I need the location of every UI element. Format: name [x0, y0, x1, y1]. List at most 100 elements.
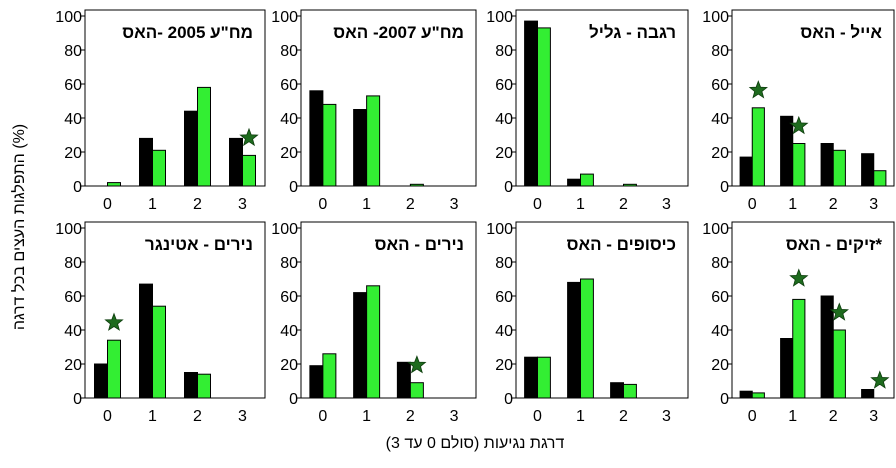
x-tick-label: 0 [103, 196, 112, 213]
y-tick-label: 40 [495, 111, 513, 128]
y-tick-label: 0 [504, 179, 513, 196]
y-tick-label: 60 [280, 289, 298, 306]
x-tick-label: 0 [103, 408, 112, 425]
bar [353, 109, 368, 187]
y-tick-label: 0 [720, 179, 729, 196]
bar [820, 143, 834, 187]
chart-panel: 0 20 40 60 80 100 0 1 2 3 אייל - האס [702, 9, 895, 213]
bar [792, 143, 806, 187]
significance-star [870, 370, 890, 389]
y-tick-label: 80 [280, 255, 298, 272]
y-tick-label: 40 [280, 111, 298, 128]
y-tick-label: 60 [495, 77, 513, 94]
bar [152, 305, 166, 399]
y-axis-label: התפלגות העצים בכל דרגה (%) [10, 124, 28, 330]
y-tick-label: 40 [64, 323, 82, 340]
x-tick-label: 3 [662, 196, 671, 213]
y-tick-label: 40 [280, 323, 298, 340]
x-axis-label: דרגת נגיעות (סולם 0 עד 3) [386, 434, 565, 452]
y-tick-label: 80 [495, 43, 513, 60]
significance-star [748, 80, 768, 99]
y-tick-label: 60 [495, 289, 513, 306]
y-tick-label: 20 [495, 145, 513, 162]
y-tick-label: 20 [64, 145, 82, 162]
x-tick-label: 1 [576, 408, 585, 425]
y-tick-label: 80 [64, 43, 82, 60]
y-tick-label: 80 [280, 43, 298, 60]
y-tick-label: 0 [289, 391, 298, 408]
bar [152, 149, 166, 187]
y-tick-label: 40 [711, 111, 729, 128]
x-tick-label: 2 [406, 196, 415, 213]
bar [524, 356, 538, 399]
x-tick-label: 3 [450, 408, 459, 425]
bar [353, 292, 368, 399]
bar [861, 389, 875, 399]
bar [751, 107, 765, 187]
bar [229, 137, 243, 187]
bar [792, 298, 806, 399]
bar [780, 338, 794, 399]
y-tick-label: 60 [711, 289, 729, 306]
x-tick-label: 1 [362, 196, 371, 213]
bar [184, 110, 198, 187]
y-tick-label: 20 [280, 145, 298, 162]
significance-star [789, 268, 809, 287]
y-tick-label: 40 [495, 323, 513, 340]
y-tick-label: 100 [702, 9, 729, 26]
significance-star [407, 355, 427, 374]
x-tick-label: 3 [869, 196, 878, 213]
x-tick-label: 1 [788, 408, 797, 425]
significance-star [239, 127, 259, 147]
bar [820, 295, 834, 399]
x-tick-label: 2 [829, 196, 838, 213]
y-tick-label: 100 [55, 9, 82, 26]
y-tick-label: 0 [73, 179, 82, 196]
bar [524, 20, 538, 187]
bar [739, 390, 753, 399]
chart-panel: 0 20 40 60 80 100 0 1 2 3 מח"ע 2007- האס [271, 9, 477, 213]
bar [107, 182, 121, 187]
bar [366, 285, 381, 399]
bar [739, 156, 753, 187]
bar [94, 363, 108, 399]
bar [139, 137, 153, 187]
x-tick-label: 2 [193, 408, 202, 425]
chart-title: מח"ע 2007- האס [333, 23, 464, 42]
bar [537, 27, 551, 187]
x-tick-label: 0 [318, 408, 327, 425]
bar [567, 281, 581, 399]
y-tick-label: 100 [271, 221, 298, 238]
chart-title: נירים - האס [375, 235, 464, 254]
chart-title: אייל - האס [800, 23, 882, 42]
bar [197, 373, 211, 399]
y-tick-label: 60 [711, 77, 729, 94]
chart-panel: 0 20 40 60 80 100 0 1 2 3 רגבה - גליל [486, 9, 689, 213]
y-tick-label: 40 [711, 323, 729, 340]
bar [366, 95, 381, 187]
y-tick-label: 20 [495, 357, 513, 374]
bar [322, 103, 337, 187]
y-tick-label: 80 [711, 255, 729, 272]
bar [623, 383, 637, 399]
x-tick-label: 0 [748, 408, 757, 425]
y-tick-label: 0 [720, 391, 729, 408]
bar [580, 173, 594, 187]
y-tick-label: 100 [702, 221, 729, 238]
y-tick-label: 20 [64, 357, 82, 374]
bar [409, 382, 424, 399]
x-tick-label: 2 [193, 196, 202, 213]
bar [751, 392, 765, 399]
chart-title: רגבה - גליל [589, 23, 676, 42]
y-tick-label: 40 [64, 111, 82, 128]
x-tick-label: 0 [533, 196, 542, 213]
chart-title: מח"ע 2005 -האס [122, 23, 253, 42]
y-tick-label: 80 [495, 255, 513, 272]
y-tick-label: 20 [711, 145, 729, 162]
x-tick-label: 3 [869, 408, 878, 425]
chart-panel: 0 20 40 60 80 100 0 1 2 3 נירים - האס [271, 221, 477, 425]
bar [242, 154, 256, 187]
plot-area [300, 221, 477, 399]
